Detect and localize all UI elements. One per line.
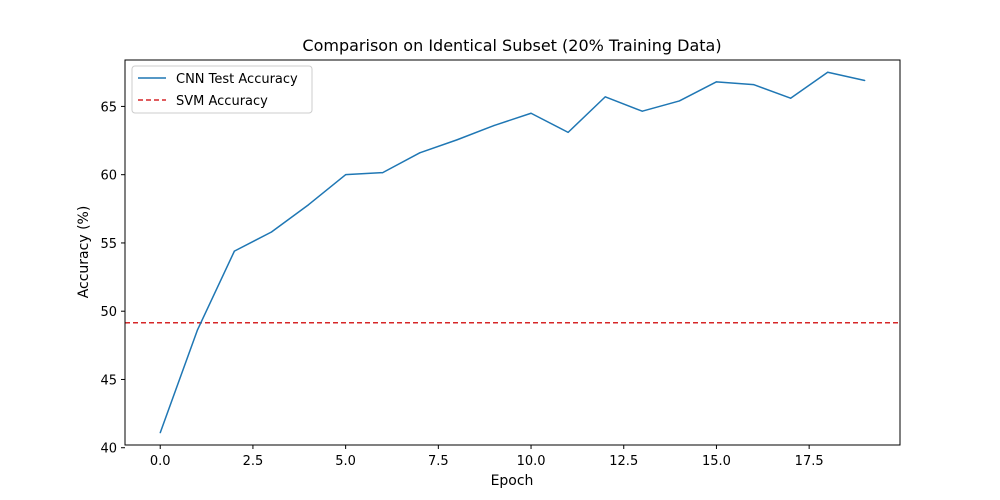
y-axis-label: Accuracy (%) xyxy=(76,206,92,299)
cnn-accuracy-point xyxy=(345,174,347,176)
cnn-accuracy-point xyxy=(567,131,569,133)
x-axis-label: Epoch xyxy=(491,473,534,489)
cnn-accuracy-point xyxy=(752,83,755,86)
cnn-accuracy-point xyxy=(678,100,680,102)
cnn-accuracy-point xyxy=(270,231,273,233)
cnn-accuracy-point xyxy=(196,329,198,331)
plot-frame xyxy=(124,59,901,446)
cnn-accuracy-point xyxy=(530,112,532,114)
y-tick-label: 60 xyxy=(100,169,117,184)
x-tick-label: 0.0 xyxy=(150,454,171,469)
cnn-accuracy-point xyxy=(604,96,606,98)
x-tick-label: 12.5 xyxy=(609,454,638,469)
plot-background xyxy=(125,60,900,445)
y-tick-label: 45 xyxy=(100,373,117,388)
cnn-accuracy-point xyxy=(382,172,384,174)
cnn-accuracy-point xyxy=(641,110,643,112)
y-axis: 40 45 50 55 60 65 xyxy=(100,100,125,457)
x-tick-label: 5.0 xyxy=(335,454,356,469)
x-tick-label: 7.5 xyxy=(428,454,449,469)
legend-label-cnn: CNN Test Accuracy xyxy=(176,72,298,87)
cnn-accuracy-point xyxy=(864,79,866,82)
x-tick-label: 15.0 xyxy=(702,454,731,469)
y-tick-label: 65 xyxy=(100,100,117,115)
cnn-accuracy-point xyxy=(715,81,718,83)
cnn-accuracy-line xyxy=(159,71,865,433)
x-axis: 0.0 2.5 5.0 7.5 10.0 12.5 15.0 17.5 xyxy=(150,445,824,469)
legend-box xyxy=(131,65,313,114)
cnn-accuracy-point xyxy=(827,71,829,73)
series-lines xyxy=(159,71,866,434)
legend-label-svm: SVM Accuracy xyxy=(176,94,268,109)
cnn-accuracy-point xyxy=(307,204,310,206)
cnn-accuracy-point xyxy=(233,250,235,252)
x-tick-label: 17.5 xyxy=(795,454,824,469)
x-tick-label: 2.5 xyxy=(243,454,264,469)
cnn-accuracy-point xyxy=(159,432,161,434)
y-tick-label: 50 xyxy=(100,305,117,320)
cnn-accuracy-point xyxy=(790,97,792,99)
y-tick-label: 40 xyxy=(100,442,117,457)
plot-area xyxy=(125,60,900,445)
chart-title: Comparison on Identical Subset (20% Trai… xyxy=(302,36,721,55)
cnn-accuracy-point xyxy=(493,124,495,127)
y-tick-label: 55 xyxy=(100,237,117,252)
x-tick-label: 10.0 xyxy=(517,454,546,469)
legend: CNN Test Accuracy SVM Accuracy xyxy=(131,65,313,114)
cnn-accuracy-point xyxy=(419,152,421,154)
cnn-accuracy-point xyxy=(456,139,458,141)
